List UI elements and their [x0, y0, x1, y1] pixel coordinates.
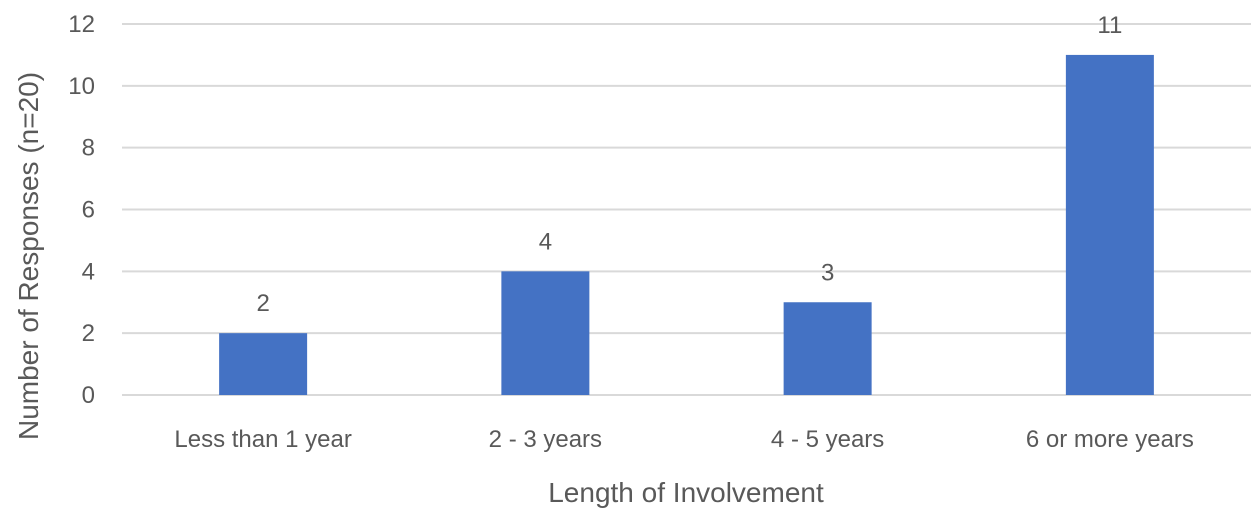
x-category-label: 2 - 3 years — [489, 426, 602, 453]
bar — [1065, 54, 1154, 396]
gridlines — [122, 23, 1251, 396]
x-category-label: Less than 1 year — [174, 426, 351, 453]
y-tick-label: 0 — [82, 382, 95, 409]
bar — [219, 333, 308, 395]
x-axis-title: Length of Involvement — [548, 477, 824, 508]
x-category-label: 4 - 5 years — [771, 426, 884, 453]
bar — [783, 302, 872, 395]
data-label: 4 — [539, 228, 552, 255]
bars — [219, 54, 1154, 396]
y-tick-label: 6 — [82, 197, 95, 224]
y-tick-label: 8 — [82, 135, 95, 162]
x-category-label: 6 or more years — [1026, 426, 1194, 453]
data-labels: 2 4 3 11 — [256, 12, 1122, 317]
y-tick-label: 4 — [82, 258, 95, 285]
data-label: 3 — [821, 259, 834, 286]
bar — [501, 271, 590, 395]
x-axis-categories: Less than 1 year 2 - 3 years 4 - 5 years 6 … — [174, 426, 1194, 453]
data-label: 2 — [256, 290, 269, 317]
data-label: 11 — [1097, 12, 1122, 39]
y-axis-ticks: 0 2 4 6 8 10 12 — [68, 11, 95, 409]
y-tick-label: 2 — [82, 320, 95, 347]
y-tick-label: 12 — [68, 11, 95, 38]
y-tick-label: 10 — [68, 73, 95, 100]
y-axis-title: Number of Responses (n=20) — [13, 72, 44, 440]
